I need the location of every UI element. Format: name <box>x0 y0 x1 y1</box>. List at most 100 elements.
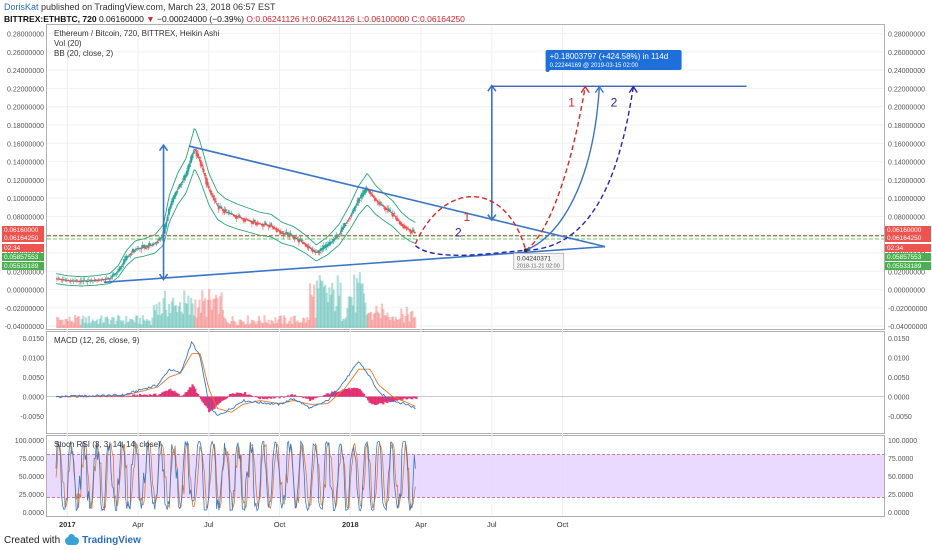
volume-bar <box>87 315 90 328</box>
candle-body <box>346 222 349 224</box>
macd-histogram-bar <box>159 394 162 397</box>
volume-bar <box>226 321 229 328</box>
volume-bar <box>260 322 263 328</box>
volume-bar <box>101 322 104 328</box>
tradingview-logo[interactable]: TradingView <box>65 533 141 546</box>
candle-body <box>315 251 318 253</box>
candle-body <box>353 207 356 211</box>
volume-bar <box>212 299 215 328</box>
candle-body <box>277 229 280 231</box>
volume-bar <box>350 296 353 328</box>
macd-histogram-bar <box>224 396 227 400</box>
candle-body <box>122 262 125 265</box>
candle-body <box>132 248 135 253</box>
candle-body <box>159 238 162 240</box>
volume-bar <box>235 324 238 328</box>
volume-bar <box>322 286 325 328</box>
volume-bar <box>398 318 402 328</box>
volume-bar <box>176 312 179 328</box>
low-point-marker <box>523 248 528 253</box>
macd-histogram-bar <box>161 392 164 397</box>
macd-histogram-bar <box>123 396 126 398</box>
macd-histogram-bar <box>268 396 272 399</box>
volume-bar <box>318 274 321 328</box>
candle-body <box>295 237 298 239</box>
macd-histogram-bar <box>210 396 214 410</box>
macd-tick-left: 0.0000 <box>23 395 45 402</box>
price-label-right: 0.05857553 <box>887 254 922 261</box>
volume-bar <box>405 306 408 328</box>
volume-bar <box>98 318 102 328</box>
volume-bar <box>210 309 214 328</box>
candle-body <box>275 228 278 232</box>
macd-histogram-bar <box>347 387 350 397</box>
candle-body <box>228 213 231 214</box>
low-tooltip-date: 2018-11-21 02:00 <box>517 263 560 269</box>
volume-bar <box>227 323 230 328</box>
y-tick-right: 0.24000000 <box>888 68 925 75</box>
volume-bar <box>249 322 252 328</box>
macd-histogram-bar <box>237 392 240 397</box>
volume-bar <box>282 315 285 328</box>
volume-bar <box>390 316 393 328</box>
candle-body <box>260 223 263 225</box>
volume-bar <box>122 320 125 328</box>
volume-bar <box>266 323 269 328</box>
volume-bar <box>273 323 276 328</box>
candle-body <box>97 280 100 282</box>
volume-bar <box>129 318 132 328</box>
macd-histogram-bar <box>380 396 384 404</box>
volume-bar <box>307 319 310 328</box>
volume-bar <box>362 293 366 328</box>
volume-bar <box>382 309 385 328</box>
macd-histogram-bar <box>379 396 382 404</box>
candle-body <box>105 278 108 280</box>
volume-bar <box>177 305 180 328</box>
measure-arrow-up <box>158 143 169 152</box>
volume-bar <box>221 310 225 328</box>
candle-body <box>205 177 208 185</box>
volume-bar <box>196 307 200 328</box>
macd-histogram-bar <box>176 393 179 397</box>
macd-histogram-bar <box>371 396 374 405</box>
macd-histogram-bar <box>331 391 334 397</box>
candle-body <box>326 243 329 247</box>
candle-body <box>96 280 99 282</box>
macd-histogram-bar <box>151 395 154 397</box>
candle-body <box>398 220 401 225</box>
stoch-rsi-lines <box>55 439 416 512</box>
author-link[interactable]: DorisKat <box>4 2 39 12</box>
stoch-tick-left: 100.0000 <box>15 438 44 445</box>
volume-bar <box>275 323 278 328</box>
candle-body <box>76 281 79 282</box>
stoch-title: Stoch RSI (3, 3, 14, 14, close) <box>54 440 161 449</box>
volume-bar <box>205 316 208 328</box>
volume-bar <box>232 320 236 328</box>
macd-histogram-bar <box>369 396 372 404</box>
candle-body <box>271 225 274 228</box>
candle-body <box>235 215 238 219</box>
volume-bar <box>75 317 78 328</box>
macd-histogram-bar <box>315 396 319 398</box>
y-tick-right: 0.16000000 <box>888 141 925 148</box>
candle-body <box>152 243 155 245</box>
macd-histogram-bar <box>141 395 144 397</box>
macd-histogram-bar <box>76 396 79 398</box>
macd-histogram-bar <box>209 396 212 411</box>
macd-histogram-bar <box>329 393 332 397</box>
macd-histogram-bar <box>302 396 305 399</box>
macd-histogram-bar <box>243 392 247 397</box>
volume-bar <box>97 323 100 328</box>
candle-body <box>349 218 352 220</box>
candle-body <box>100 279 103 281</box>
candle-body <box>274 227 277 229</box>
macd-histogram-bar <box>181 395 184 397</box>
volume-bar <box>223 317 226 328</box>
volume-bar <box>325 292 328 328</box>
macd-histogram-bar <box>391 396 395 402</box>
candle-body <box>333 238 336 240</box>
macd-histogram-bar <box>318 396 321 398</box>
candle-body <box>101 279 104 281</box>
volume-bar <box>296 320 299 328</box>
